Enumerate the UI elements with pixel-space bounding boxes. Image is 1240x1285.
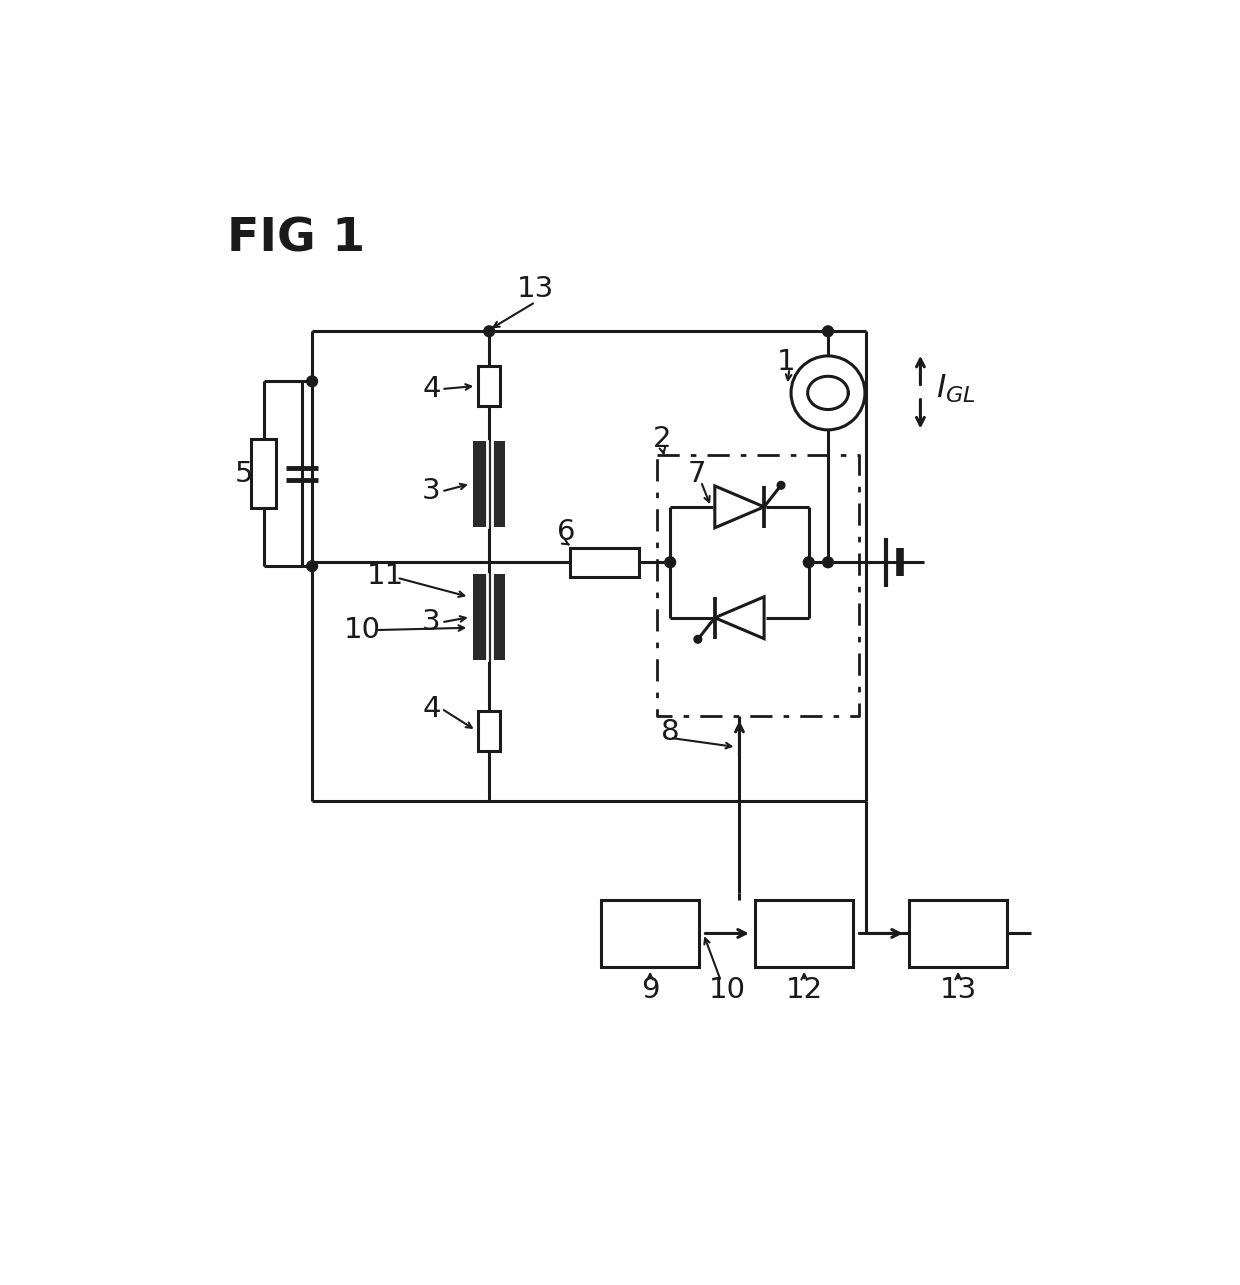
Bar bbox=[601, 899, 699, 968]
Circle shape bbox=[694, 636, 702, 644]
Text: 5: 5 bbox=[236, 460, 254, 488]
Bar bbox=[472, 574, 506, 660]
Bar bbox=[472, 441, 506, 527]
Circle shape bbox=[791, 356, 866, 430]
Circle shape bbox=[822, 556, 833, 568]
Circle shape bbox=[804, 556, 815, 568]
Circle shape bbox=[822, 326, 833, 337]
Text: $I_{GL}$: $I_{GL}$ bbox=[936, 373, 976, 405]
Text: 4: 4 bbox=[422, 375, 440, 403]
Text: 4: 4 bbox=[422, 695, 440, 722]
Text: 2: 2 bbox=[653, 425, 672, 454]
Bar bbox=[479, 711, 500, 750]
Text: 3: 3 bbox=[422, 608, 440, 636]
Text: 10: 10 bbox=[708, 977, 745, 1005]
Text: 9: 9 bbox=[641, 977, 660, 1005]
Bar bbox=[570, 547, 640, 577]
Text: 11: 11 bbox=[367, 562, 404, 590]
Text: 1: 1 bbox=[776, 348, 795, 377]
Text: 13: 13 bbox=[517, 275, 554, 303]
Bar bbox=[755, 899, 853, 968]
Circle shape bbox=[306, 560, 317, 572]
Circle shape bbox=[484, 326, 495, 337]
Bar bbox=[909, 899, 1007, 968]
Circle shape bbox=[306, 377, 317, 387]
Text: 13: 13 bbox=[940, 977, 977, 1005]
Bar bbox=[479, 366, 500, 406]
Text: 10: 10 bbox=[343, 616, 381, 644]
Text: 7: 7 bbox=[688, 460, 707, 488]
Polygon shape bbox=[714, 486, 764, 528]
Text: FIG 1: FIG 1 bbox=[227, 216, 366, 261]
Polygon shape bbox=[714, 596, 764, 639]
Circle shape bbox=[777, 482, 785, 490]
Text: 6: 6 bbox=[557, 518, 575, 546]
Circle shape bbox=[665, 556, 676, 568]
Text: 3: 3 bbox=[422, 478, 440, 505]
Bar bbox=[252, 439, 277, 509]
Text: 12: 12 bbox=[786, 977, 822, 1005]
Text: 8: 8 bbox=[661, 718, 680, 745]
